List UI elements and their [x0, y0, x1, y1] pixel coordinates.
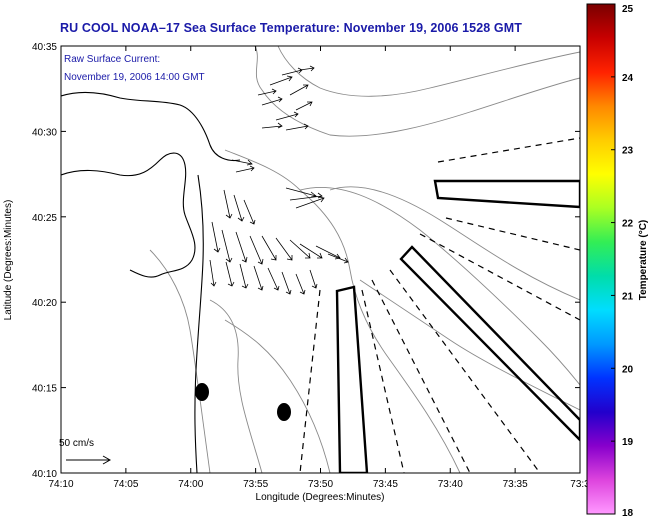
x-tick-label: 73:40: [438, 479, 463, 490]
current-vectors: [209, 65, 349, 295]
coastline-bay: [61, 152, 196, 278]
y-tick-label: 40:35: [32, 42, 57, 53]
beam-4: [389, 269, 541, 473]
x-tick-label: 73:55: [243, 479, 268, 490]
colorbar-tick-label: 21: [622, 291, 634, 302]
y-tick-label: 40:30: [32, 127, 57, 138]
contour-inner: [209, 299, 263, 473]
scale-arrow: [66, 455, 112, 465]
beam-3: [419, 233, 580, 321]
bathymetry-contours: [149, 46, 580, 473]
beam-1: [437, 137, 580, 163]
box-east: [433, 179, 580, 209]
contour-upper: [254, 46, 580, 137]
colorbar-tick-label: 25: [622, 4, 634, 15]
beam-7: [361, 289, 405, 473]
y-axis-label: Latitude (Degrees:Minutes): [3, 200, 14, 321]
y-tick-label: 40:10: [32, 469, 57, 480]
buoy-marker-west: [195, 383, 209, 401]
annotation-line2: November 19, 2006 14:00 GMT: [64, 72, 205, 83]
coastline-north: [61, 91, 241, 162]
x-tick-label: 74:10: [48, 479, 73, 490]
colorbar-tick-label: 23: [622, 146, 634, 157]
contour-inner2: [224, 319, 331, 473]
y-tick-label: 40:20: [32, 298, 57, 309]
x-axis-label: Longitude (Degrees:Minutes): [256, 492, 385, 503]
colorbar-tick-label: 18: [622, 508, 634, 518]
box-south: [335, 285, 369, 473]
contour-east: [329, 186, 580, 301]
colorbar-tick-label: 19: [622, 437, 634, 448]
contour-southeast: [359, 279, 580, 411]
colorbar-ticks: 25 24 23 22 21 20 19 18: [611, 3, 634, 518]
y-axis-ticks: 40:35 40:30 40:25 40:20 40:15 40:10: [32, 42, 580, 480]
colorbar-label: Temperature (°C): [638, 220, 649, 301]
sampling-boxes: [335, 179, 580, 473]
scale-label: 50 cm/s: [59, 438, 94, 449]
x-tick-label: 74:00: [178, 479, 203, 490]
x-tick-label: 73:45: [373, 479, 398, 490]
x-tick-label: 73:3: [570, 479, 590, 490]
colorbar-tick-label: 22: [622, 219, 634, 230]
colorbar-tick-label: 20: [622, 364, 634, 375]
buoy-marker-east: [277, 403, 291, 421]
x-tick-label: 73:50: [308, 479, 333, 490]
hf-radar-beams: [299, 137, 580, 473]
map-content: [61, 46, 580, 473]
y-tick-label: 40:15: [32, 384, 57, 395]
x-tick-label: 74:05: [113, 479, 138, 490]
y-tick-label: 40:25: [32, 213, 57, 224]
colorbar-tick-label: 24: [622, 73, 634, 84]
x-axis-ticks: 74:10 74:05 74:00 73:55 73:50 73:45 73:40 73:35…: [48, 46, 590, 490]
beam-2: [445, 217, 580, 251]
beam-6: [299, 289, 321, 473]
contour-near-shore: [149, 249, 211, 473]
contour-top: [277, 46, 580, 97]
coastline-sandy-hook: [194, 174, 204, 473]
colorbar: [586, 3, 616, 515]
contour-channel: [299, 186, 580, 386]
map-title: RU COOL NOAA–17 Sea Surface Temperature:…: [60, 21, 522, 35]
beam-5: [371, 279, 471, 473]
annotation-line1: Raw Surface Current:: [64, 54, 160, 65]
coastline: [61, 91, 241, 473]
x-tick-label: 73:35: [503, 479, 528, 490]
box-diagonal: [399, 245, 580, 442]
contour-mid: [224, 149, 461, 473]
